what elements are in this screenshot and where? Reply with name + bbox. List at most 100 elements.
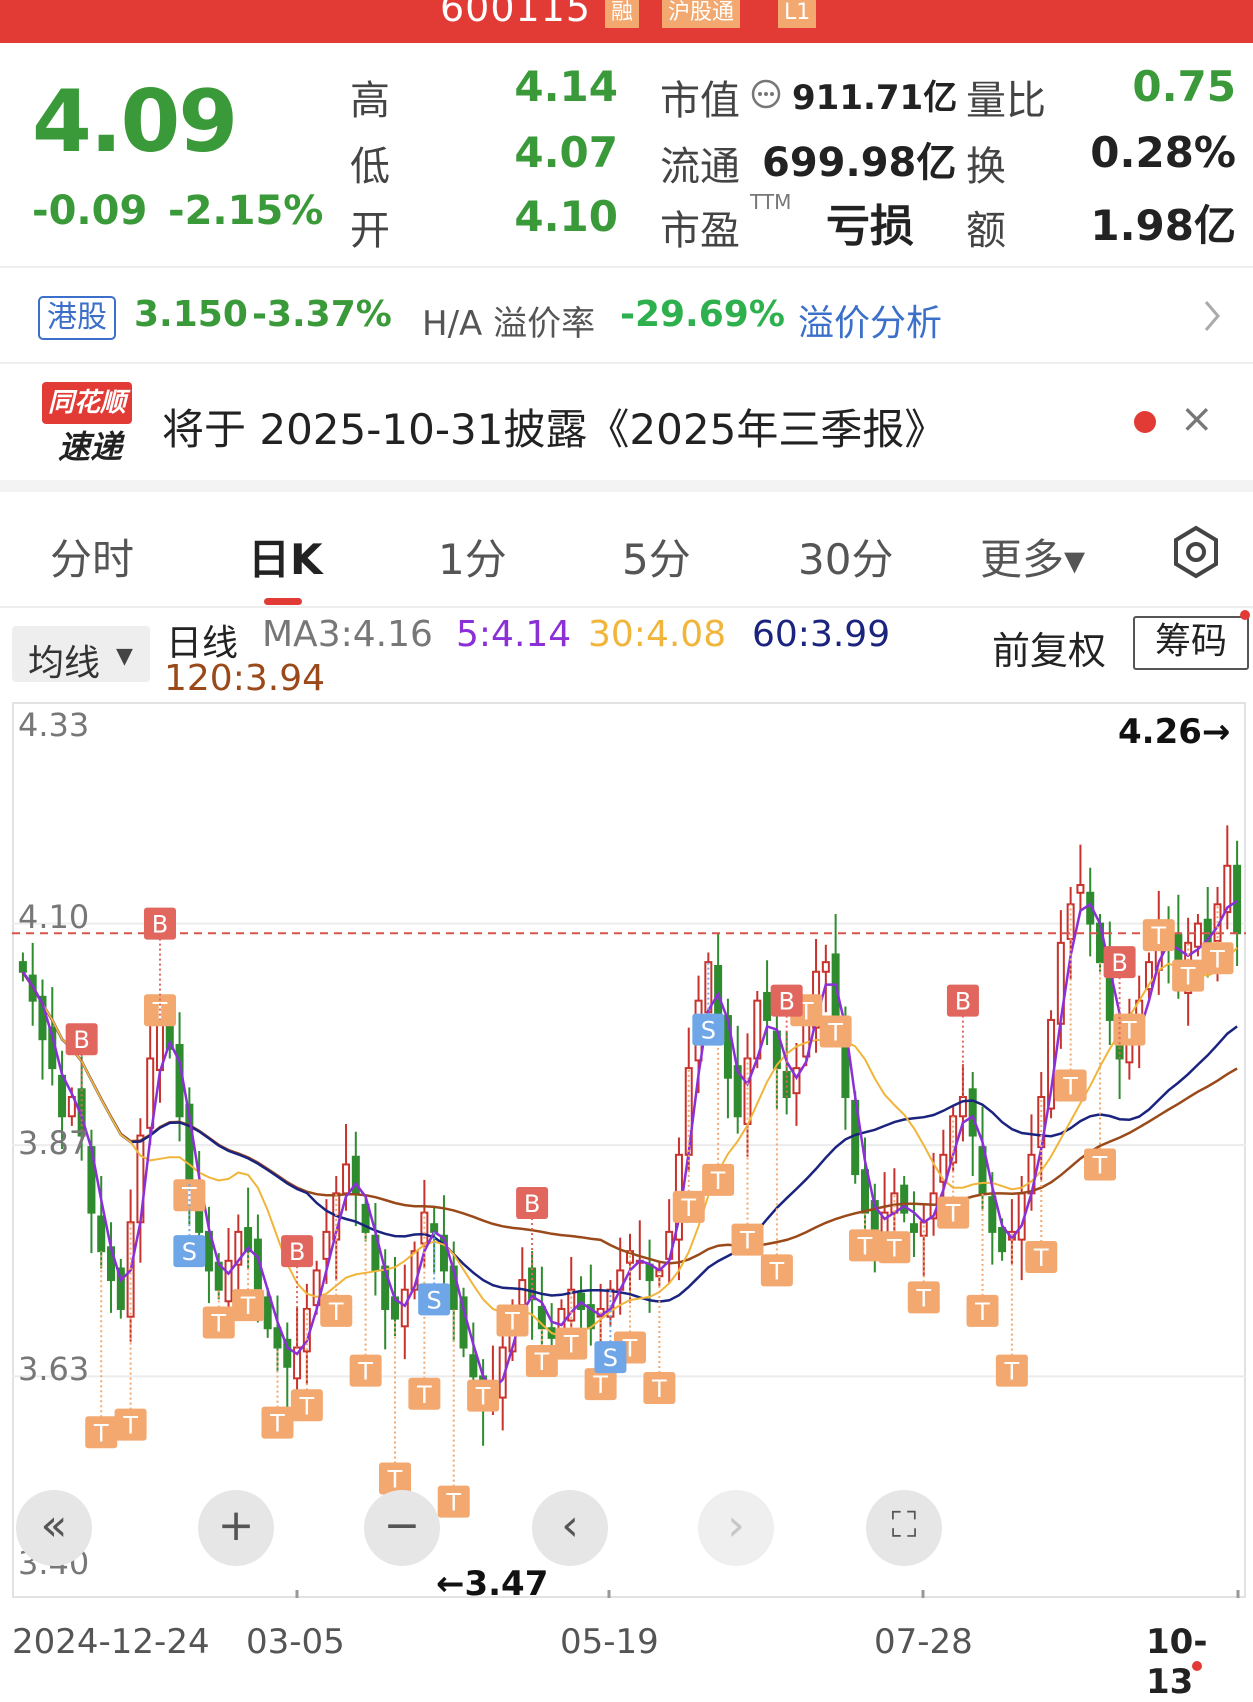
divider — [0, 266, 1253, 268]
signal-marker-label: T — [827, 1018, 843, 1046]
signal-marker-label: S — [701, 1017, 716, 1045]
signal-marker — [1172, 959, 1205, 992]
signal-marker-label: S — [182, 1238, 197, 1266]
candle-body — [283, 1338, 292, 1368]
signal-marker-label: T — [857, 1232, 873, 1260]
legend-ma5: 5:4.14 — [456, 614, 572, 655]
candle-body — [821, 961, 830, 973]
signal-marker-label: T — [210, 1309, 226, 1337]
pe-ttm: TTM — [750, 190, 792, 214]
zoom-in-button[interactable]: + — [198, 1490, 274, 1566]
mcap-label: 市值 — [660, 78, 740, 124]
price-change: -0.09 — [32, 188, 148, 234]
next-button[interactable]: › — [698, 1490, 774, 1566]
signal-marker — [1201, 942, 1234, 975]
candle-body — [410, 1250, 419, 1291]
candle-body — [1193, 922, 1202, 948]
signal-marker — [819, 1015, 852, 1048]
candle-body — [919, 1221, 928, 1237]
tag-connect: 沪股通 — [662, 0, 741, 28]
candle-body — [537, 1306, 546, 1330]
info-icon[interactable] — [750, 78, 782, 110]
chip-button[interactable]: 筹码 — [1133, 616, 1249, 670]
x-tick-label: 10-13 — [1146, 1622, 1208, 1702]
signal-marker-label: T — [1150, 922, 1166, 950]
candle-body — [518, 1279, 527, 1307]
tab-1min[interactable]: 1分 — [438, 535, 507, 584]
news-text[interactable]: 将于 2025-10-31披露《2025年三季报》 — [162, 405, 947, 454]
candle-body — [439, 1234, 448, 1272]
stock-code: 600115 — [440, 0, 592, 30]
tab-5min[interactable]: 5分 — [622, 535, 691, 584]
pe-value: 亏损 — [826, 201, 914, 252]
candle-body — [400, 1288, 409, 1328]
signal-marker — [349, 1354, 382, 1387]
signal-marker — [143, 907, 176, 940]
vol-ratio-value: 0.75 — [1132, 62, 1236, 111]
ma-dropdown[interactable] — [12, 626, 150, 682]
x-tick-label: 05-19 — [560, 1622, 659, 1662]
signal-marker — [1084, 1148, 1117, 1181]
min-price-label: ←3.47 — [436, 1564, 549, 1604]
chevron-right-icon[interactable] — [1200, 298, 1224, 334]
signal-marker — [281, 1235, 314, 1268]
signal-marker — [525, 1344, 558, 1377]
candle-body — [1144, 961, 1153, 991]
signal-marker-label: T — [93, 1419, 109, 1447]
close-icon[interactable]: × — [1180, 396, 1214, 442]
tab-30min[interactable]: 30分 — [798, 535, 894, 584]
open-label: 开 — [350, 208, 390, 254]
signal-marker — [516, 1186, 549, 1219]
prev-button[interactable]: ‹ — [532, 1490, 608, 1566]
section-separator — [0, 480, 1253, 492]
forward-adjust-toggle[interactable]: 前复权 — [992, 629, 1107, 673]
signal-marker — [937, 1196, 970, 1229]
premium-value: -29.69% — [620, 294, 785, 335]
signal-marker — [232, 1289, 265, 1322]
signal-marker — [672, 1190, 705, 1223]
low-value: 4.07 — [514, 128, 618, 177]
legend-day: 日线 — [166, 623, 239, 664]
signal-marker — [731, 1223, 764, 1256]
vol-ratio-label: 量比 — [966, 78, 1046, 124]
signal-marker — [643, 1371, 676, 1404]
divider — [0, 606, 1253, 608]
signal-marker-label: T — [769, 1257, 785, 1285]
tab-more[interactable]: 更多▾ — [980, 535, 1086, 584]
candle-body — [792, 1067, 801, 1095]
max-price-label: 4.26→ — [1118, 712, 1231, 752]
zoom-out-button[interactable]: − — [364, 1490, 440, 1566]
first-page-button[interactable]: « — [16, 1490, 92, 1566]
tab-daily-k[interactable]: 日K — [248, 535, 323, 584]
premium-analysis-link[interactable]: 溢价分析 — [798, 303, 943, 344]
settings-icon[interactable] — [1168, 524, 1224, 580]
legend-ma30: 30:4.08 — [588, 614, 727, 655]
candle-body — [723, 1015, 732, 1079]
signal-marker-label: T — [240, 1292, 256, 1320]
candle-body — [234, 1230, 243, 1266]
unread-dot — [1134, 411, 1156, 433]
signal-marker-label: S — [603, 1344, 618, 1372]
signal-marker — [555, 1327, 588, 1360]
mcap-value: 911.71亿 — [792, 78, 958, 118]
fullscreen-icon[interactable]: ⛶ — [866, 1490, 942, 1566]
candle-body — [38, 995, 47, 1041]
signal-marker-label: T — [915, 1284, 931, 1312]
pe-label: 市盈 — [660, 208, 740, 254]
chip-notify-dot — [1240, 610, 1250, 620]
signal-marker-label: T — [651, 1375, 667, 1403]
candle-body — [116, 1267, 125, 1310]
tab-intraday[interactable]: 分时 — [50, 535, 135, 584]
candle-body — [97, 1215, 106, 1253]
candle-body — [557, 1307, 566, 1332]
signal-marker-label: T — [475, 1383, 491, 1411]
open-value: 4.10 — [514, 192, 618, 241]
signal-marker-label: B — [955, 988, 971, 1016]
y-tick-label: 3.87 — [18, 1124, 90, 1162]
current-price: 4.09 — [32, 72, 238, 172]
hk-badge[interactable]: 港股 — [38, 296, 116, 340]
x-tick-label: 2024-12-24 — [12, 1622, 210, 1662]
signal-marker — [1054, 1069, 1087, 1102]
signal-marker-label: T — [1033, 1244, 1049, 1272]
